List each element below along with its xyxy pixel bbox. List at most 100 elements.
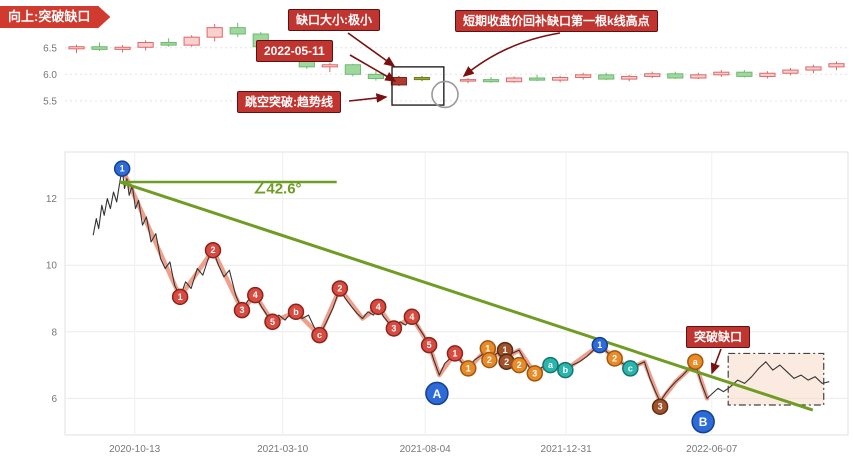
candle-body (459, 79, 477, 82)
x-tick-label: 2021-12-31 (541, 444, 593, 455)
wave-marker (264, 313, 281, 331)
wave-marker (420, 336, 438, 354)
wave-line (119, 166, 710, 404)
wave-marker-label: 1 (597, 340, 602, 350)
x-tick-label: 2021-03-10 (257, 444, 309, 455)
wave-marker-label: c (628, 363, 633, 373)
wave-marker (526, 365, 544, 382)
wave-marker-label: 2 (517, 360, 522, 370)
wave-marker (247, 286, 264, 304)
wave-marker-label: 2 (487, 355, 492, 365)
plot-frame (64, 151, 849, 436)
short-term-note-label: 短期收盘价回补缺口第一根k线高点 (455, 10, 658, 32)
wave-marker-label: 1 (485, 343, 490, 353)
wave-marker (557, 361, 574, 379)
wave-marker-label: 1 (466, 363, 471, 373)
candle-body (114, 46, 131, 50)
wave-marker-label: 3 (658, 402, 663, 412)
candle-body (644, 73, 661, 77)
wave-marker-label: b (563, 365, 569, 375)
wave-marker-label: 1 (120, 164, 125, 174)
y-tick-label: 6 (51, 394, 57, 405)
wave-marker-label: 2 (210, 245, 215, 255)
candle-body (782, 69, 799, 74)
date-label: 2022-05-11 (256, 40, 333, 62)
candle-body (183, 36, 200, 46)
candle-body (828, 63, 845, 68)
wave-marker-label: 1 (503, 345, 508, 355)
candle-body (482, 79, 500, 83)
candle-body (137, 41, 154, 48)
wave-marker (385, 320, 403, 337)
candle-body (529, 77, 546, 81)
wave-marker-label: 5 (270, 317, 275, 327)
wave-marker-label: 3 (532, 368, 537, 378)
wave-marker (510, 356, 528, 374)
candle-body (68, 46, 85, 50)
wave-marker-label: b (293, 307, 299, 317)
wave-marker (287, 303, 305, 321)
wave-marker-label: A (433, 387, 442, 401)
candle-body (805, 66, 822, 71)
candle-body (575, 74, 592, 78)
wave-marker (113, 160, 131, 177)
candle-body (736, 71, 753, 77)
y-tick-label: 12 (46, 194, 58, 205)
breakout-gap-label: 突破缺口 (686, 326, 751, 348)
direction-banner: 向上:突破缺口 (0, 6, 110, 28)
wave-marker (481, 351, 498, 369)
wave-marker-label: B (699, 415, 708, 429)
candle-body (505, 77, 523, 83)
x-tick-label: 2022-06-07 (686, 444, 738, 455)
wave-marker (171, 288, 189, 306)
candle-body (552, 76, 569, 81)
wave-marker-label: 4 (409, 312, 414, 322)
wave-marker (459, 360, 477, 377)
wave-marker (331, 280, 349, 297)
wave-marker (425, 381, 449, 406)
wave-marker (651, 398, 669, 415)
wave-marker-label: 5 (427, 340, 432, 350)
gap-highlight-circle (431, 80, 459, 109)
wave-marker-label: 4 (376, 302, 381, 312)
candle-body (367, 73, 384, 80)
candle-body (667, 73, 684, 79)
top-candlestick-chart[interactable]: 5.5 6.0 6.5 (0, 0, 853, 140)
wave-marker (446, 345, 464, 362)
wave-marker-label: 2 (612, 353, 617, 363)
wave-marker-label: 2 (337, 284, 342, 294)
angle-label: ∠42.6° (253, 181, 302, 198)
wave-marker (311, 326, 328, 344)
candle-body (206, 27, 223, 38)
candle-body (413, 76, 431, 81)
wave-marker-label: 1 (178, 292, 183, 302)
wave-marker (591, 336, 609, 354)
candle-body (690, 74, 707, 79)
wave-marker-label: c (317, 330, 322, 340)
candle-body (598, 74, 615, 80)
x-tick-label: 2021-08-04 (400, 444, 452, 455)
candle-body (390, 76, 408, 86)
gap-highlight-rect (391, 66, 445, 106)
gap-breakthrough-label: 跳空突破:趋势线 (237, 91, 341, 113)
wave-marker (622, 360, 639, 377)
wave-marker-label: 3 (239, 305, 244, 315)
candle-body (229, 27, 246, 35)
wave-marker-label: 1 (452, 348, 457, 358)
candle-body (344, 64, 361, 75)
wave-marker (369, 298, 387, 316)
y-tick-label: 8 (51, 327, 57, 338)
y-tick-label: 10 (46, 261, 58, 272)
y-tick-label: 5.5 (43, 96, 57, 107)
candle-body (713, 71, 730, 76)
wave-marker-label: a (548, 360, 554, 370)
candle-body (621, 75, 638, 80)
y-tick-label: 6.0 (43, 70, 57, 81)
y-tick-label: 6.5 (43, 43, 57, 54)
gap-size-label: 缺口大小:极小 (288, 9, 380, 31)
candle-body (160, 41, 177, 46)
wave-marker (204, 241, 222, 259)
wave-marker (542, 356, 559, 374)
